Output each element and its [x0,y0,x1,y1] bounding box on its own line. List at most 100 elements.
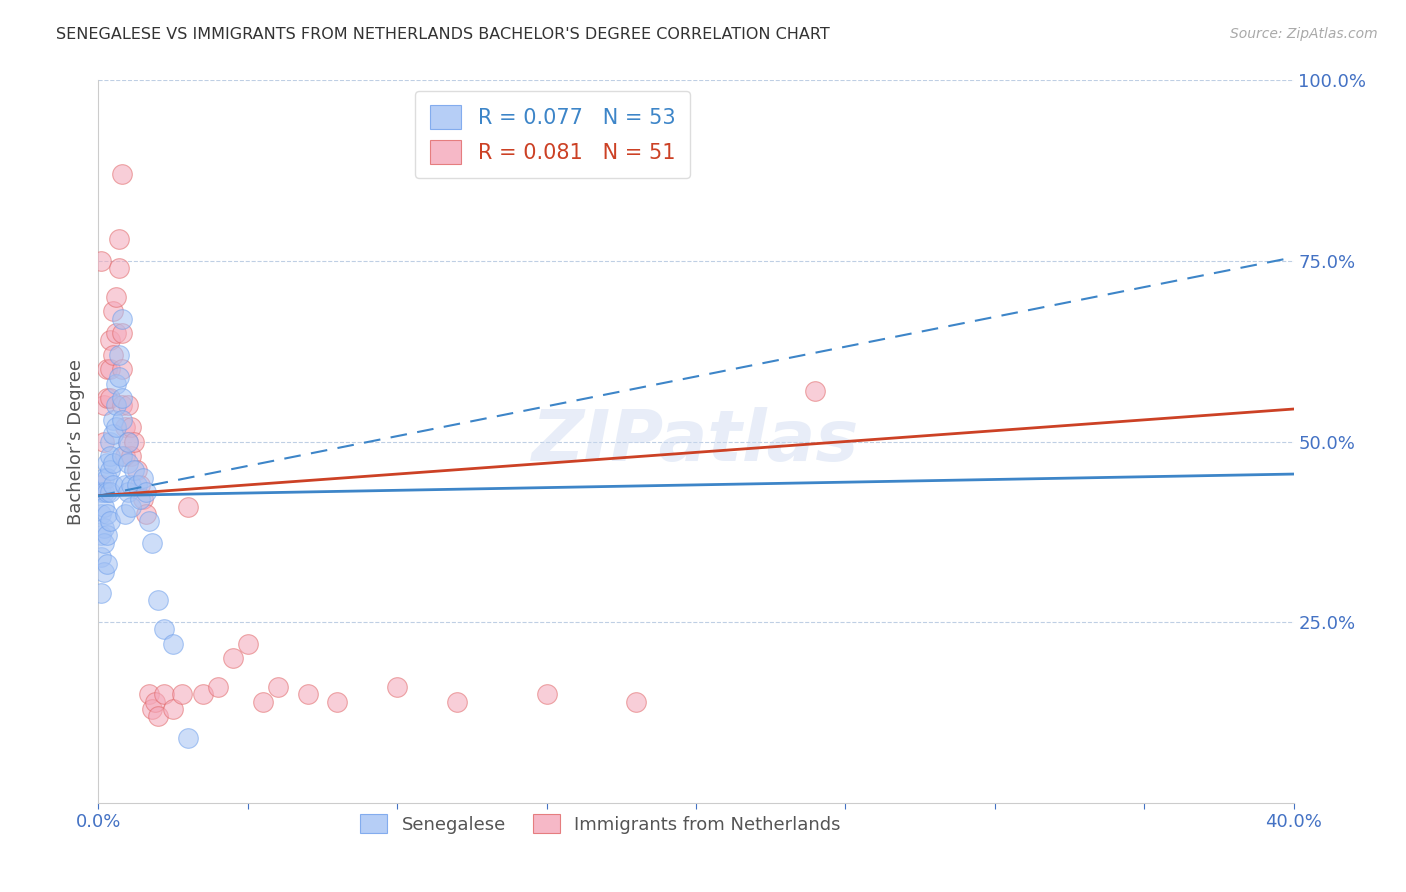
Point [148,709,170,723]
Point [98,449,122,463]
Point [96,558,118,572]
Text: Source: ZipAtlas.com: Source: ZipAtlas.com [1230,27,1378,41]
Point [103,348,125,362]
Point [103,456,125,470]
Point [96,391,118,405]
Point [90,485,112,500]
Point [141,702,163,716]
Point [93,398,115,412]
Point [114,478,136,492]
Point [90,253,112,268]
Point [446,695,468,709]
Point [114,449,136,463]
Point [111,362,134,376]
Point [111,167,134,181]
Point [105,326,128,340]
Point [132,470,155,484]
Point [93,485,115,500]
Point [172,687,194,701]
Point [98,391,122,405]
Point [90,478,112,492]
Point [138,687,160,701]
Point [111,449,134,463]
Point [103,304,125,318]
Point [96,507,118,521]
Point [96,456,118,470]
Point [103,427,125,442]
Point [120,449,142,463]
Point [108,232,131,246]
Legend: Senegalese, Immigrants from Netherlands: Senegalese, Immigrants from Netherlands [349,804,852,845]
Point [96,485,118,500]
Point [267,680,290,694]
Point [114,507,136,521]
Point [108,369,131,384]
Point [127,463,149,477]
Point [117,456,139,470]
Point [111,326,134,340]
Point [111,391,134,405]
Point [90,586,112,600]
Point [98,334,122,348]
Point [93,434,115,449]
Point [117,434,139,449]
Point [93,500,115,514]
Point [96,362,118,376]
Point [135,507,157,521]
Point [207,680,229,694]
Point [191,687,214,701]
Point [124,434,146,449]
Y-axis label: Bachelor’s Degree: Bachelor’s Degree [66,359,84,524]
Point [120,420,142,434]
Point [117,398,139,412]
Point [117,434,139,449]
Point [120,500,142,514]
Point [93,565,115,579]
Point [96,528,118,542]
Point [177,731,200,745]
Point [124,463,146,477]
Point [103,478,125,492]
Point [90,507,112,521]
Point [804,384,827,398]
Point [626,695,648,709]
Point [222,651,245,665]
Point [129,492,152,507]
Point [93,535,115,549]
Point [297,687,319,701]
Point [93,470,115,484]
Point [105,420,128,434]
Point [138,514,160,528]
Point [105,376,128,391]
Point [127,478,149,492]
Point [326,695,349,709]
Point [385,680,409,694]
Text: ZIPatlas: ZIPatlas [533,407,859,476]
Point [105,398,128,412]
Point [162,702,184,716]
Point [108,348,131,362]
Point [114,420,136,434]
Point [135,485,157,500]
Point [98,485,122,500]
Point [153,623,176,637]
Point [111,311,134,326]
Point [536,687,558,701]
Point [143,695,166,709]
Point [148,593,170,607]
Point [98,362,122,376]
Point [120,478,142,492]
Point [162,637,184,651]
Point [129,478,152,492]
Point [141,535,163,549]
Text: SENEGALESE VS IMMIGRANTS FROM NETHERLANDS BACHELOR'S DEGREE CORRELATION CHART: SENEGALESE VS IMMIGRANTS FROM NETHERLAND… [56,27,830,42]
Point [98,463,122,477]
Point [153,687,176,701]
Point [105,290,128,304]
Point [93,521,115,535]
Point [117,485,139,500]
Point [132,492,155,507]
Point [111,413,134,427]
Point [98,514,122,528]
Point [96,470,118,484]
